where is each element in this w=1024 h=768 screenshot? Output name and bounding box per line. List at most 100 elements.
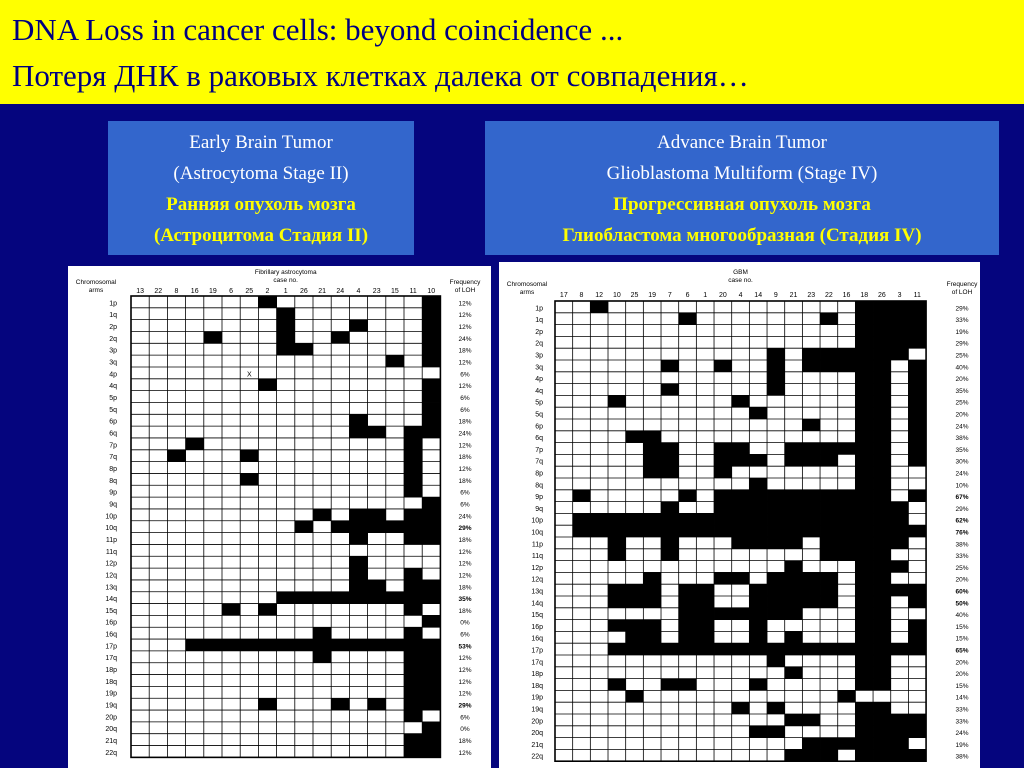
loh-cell bbox=[422, 591, 441, 604]
loh-cell bbox=[908, 596, 927, 608]
loh-cell bbox=[349, 319, 368, 332]
loh-cell bbox=[855, 678, 874, 691]
loh-cell bbox=[908, 336, 927, 349]
loh-cell bbox=[890, 301, 909, 313]
case-number: 16 bbox=[191, 288, 199, 295]
arm-label: 1q bbox=[109, 312, 117, 319]
loh-cell bbox=[873, 607, 891, 620]
arm-label: 16q bbox=[105, 632, 117, 639]
advanced-tumor-label: Advance Brain Tumor Glioblastoma Multifo… bbox=[485, 121, 999, 255]
loh-cell bbox=[625, 430, 644, 443]
loh-cell bbox=[608, 548, 626, 561]
frequency-value: 50% bbox=[955, 600, 968, 607]
loh-cell bbox=[890, 348, 909, 360]
loh-cell bbox=[873, 584, 891, 596]
arm-label: 11q bbox=[532, 553, 543, 560]
loh-cell bbox=[784, 442, 803, 455]
arm-label: 3q bbox=[109, 359, 117, 366]
loh-cell bbox=[331, 520, 350, 533]
arm-label: 20p bbox=[531, 718, 543, 725]
loh-cell bbox=[643, 454, 662, 467]
arm-label: 9p bbox=[535, 494, 543, 501]
loh-cell bbox=[855, 749, 874, 762]
arm-label: 7q bbox=[109, 454, 117, 461]
loh-cell bbox=[404, 650, 423, 663]
frequency-value: 10% bbox=[955, 482, 968, 489]
case-number: 23 bbox=[373, 288, 381, 295]
loh-cell bbox=[240, 639, 259, 651]
loh-cell bbox=[643, 596, 662, 608]
loh-cell bbox=[661, 454, 679, 467]
loh-cell bbox=[890, 560, 909, 573]
arm-label: 15q bbox=[105, 608, 117, 615]
case-number: 26 bbox=[878, 292, 886, 299]
loh-cell bbox=[908, 619, 927, 632]
loh-cell bbox=[294, 591, 313, 604]
loh-cell bbox=[890, 537, 909, 549]
loh-cell bbox=[331, 698, 350, 711]
arm-label: 8q bbox=[535, 482, 543, 489]
loh-cell bbox=[873, 407, 891, 419]
frequency-value: 6% bbox=[460, 714, 470, 721]
frequency-value: 38% bbox=[955, 435, 968, 442]
loh-cell bbox=[422, 426, 441, 438]
frequency-value: 29% bbox=[458, 525, 471, 532]
case-number: 22 bbox=[154, 288, 162, 295]
loh-cell bbox=[240, 473, 259, 486]
loh-cell bbox=[240, 449, 259, 462]
loh-cell bbox=[820, 584, 838, 596]
case-number: 1 bbox=[703, 292, 707, 299]
loh-cell bbox=[855, 655, 874, 667]
arm-label: 19p bbox=[105, 691, 117, 698]
frequency-value: 15% bbox=[955, 683, 968, 690]
frequency-value: 33% bbox=[955, 718, 968, 725]
loh-cell bbox=[276, 639, 295, 651]
loh-cell bbox=[590, 513, 609, 526]
frequency-value: 12% bbox=[458, 679, 471, 686]
frequency-value: 38% bbox=[955, 754, 968, 761]
loh-cell bbox=[908, 489, 927, 502]
loh-cell bbox=[608, 525, 626, 537]
loh-cell bbox=[749, 607, 768, 620]
frequency-value: 35% bbox=[955, 388, 968, 395]
not-informative-marker: X bbox=[880, 400, 885, 407]
arm-label: 12q bbox=[105, 572, 117, 579]
loh-cell bbox=[749, 596, 768, 608]
loh-cell bbox=[802, 572, 821, 585]
not-informative-marker: X bbox=[880, 671, 885, 678]
loh-cell bbox=[349, 568, 368, 580]
loh-cell bbox=[714, 489, 732, 502]
loh-cell bbox=[802, 714, 821, 726]
loh-cell bbox=[873, 395, 891, 408]
loh-cell bbox=[802, 454, 821, 467]
frequency-value: 24% bbox=[955, 730, 968, 737]
case-number: 17 bbox=[560, 292, 568, 299]
loh-cell bbox=[873, 430, 891, 443]
case-number: 13 bbox=[136, 288, 144, 295]
loh-cell bbox=[678, 525, 697, 537]
loh-cell bbox=[767, 537, 785, 549]
loh-cell bbox=[696, 631, 715, 644]
frequency-value: 12% bbox=[458, 691, 471, 698]
arm-label: 15q bbox=[531, 612, 543, 619]
arm-label: 12p bbox=[105, 561, 117, 568]
arm-label: 5q bbox=[109, 407, 117, 414]
case-number: 22 bbox=[825, 292, 833, 299]
loh-cell bbox=[422, 390, 441, 403]
frequency-value: 12% bbox=[458, 312, 471, 319]
not-informative-marker: X bbox=[880, 648, 885, 655]
case-title: Fibrillary astrocytoma bbox=[255, 269, 317, 276]
loh-cell bbox=[422, 319, 441, 332]
loh-cell bbox=[873, 631, 891, 644]
frequency-value: 24% bbox=[458, 430, 471, 437]
frequency-value: 65% bbox=[955, 648, 968, 655]
loh-cell bbox=[820, 360, 838, 372]
frequency-value: 40% bbox=[955, 364, 968, 371]
frequency-value: 6% bbox=[460, 407, 470, 414]
loh-cell bbox=[784, 560, 803, 573]
loh-cell bbox=[572, 525, 591, 537]
not-informative-marker: X bbox=[880, 565, 885, 572]
loh-cell bbox=[802, 348, 821, 360]
loh-cell bbox=[908, 383, 927, 396]
frequency-value: 12% bbox=[458, 383, 471, 390]
